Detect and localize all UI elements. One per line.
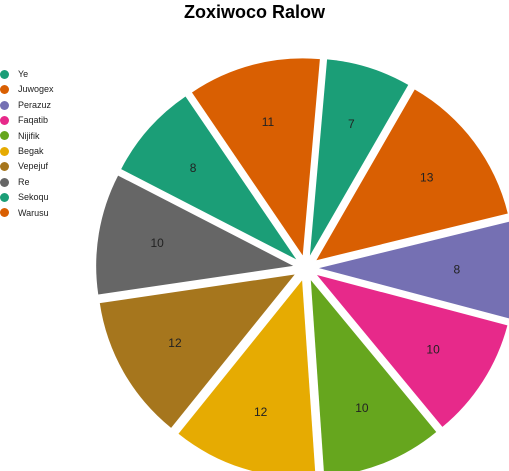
slice-value-label: 12 [168, 336, 182, 350]
slice-value-label: 10 [426, 342, 440, 356]
slice-value-label: 8 [190, 161, 197, 175]
slice-value-label: 12 [254, 405, 268, 419]
slice-value-label: 13 [420, 170, 434, 184]
slice-value-label: 10 [150, 236, 164, 250]
slice-value-label: 7 [348, 117, 355, 131]
slice-value-label: 10 [355, 401, 369, 415]
slice-value-label: 8 [454, 262, 461, 276]
slice-value-label: 11 [262, 115, 275, 129]
